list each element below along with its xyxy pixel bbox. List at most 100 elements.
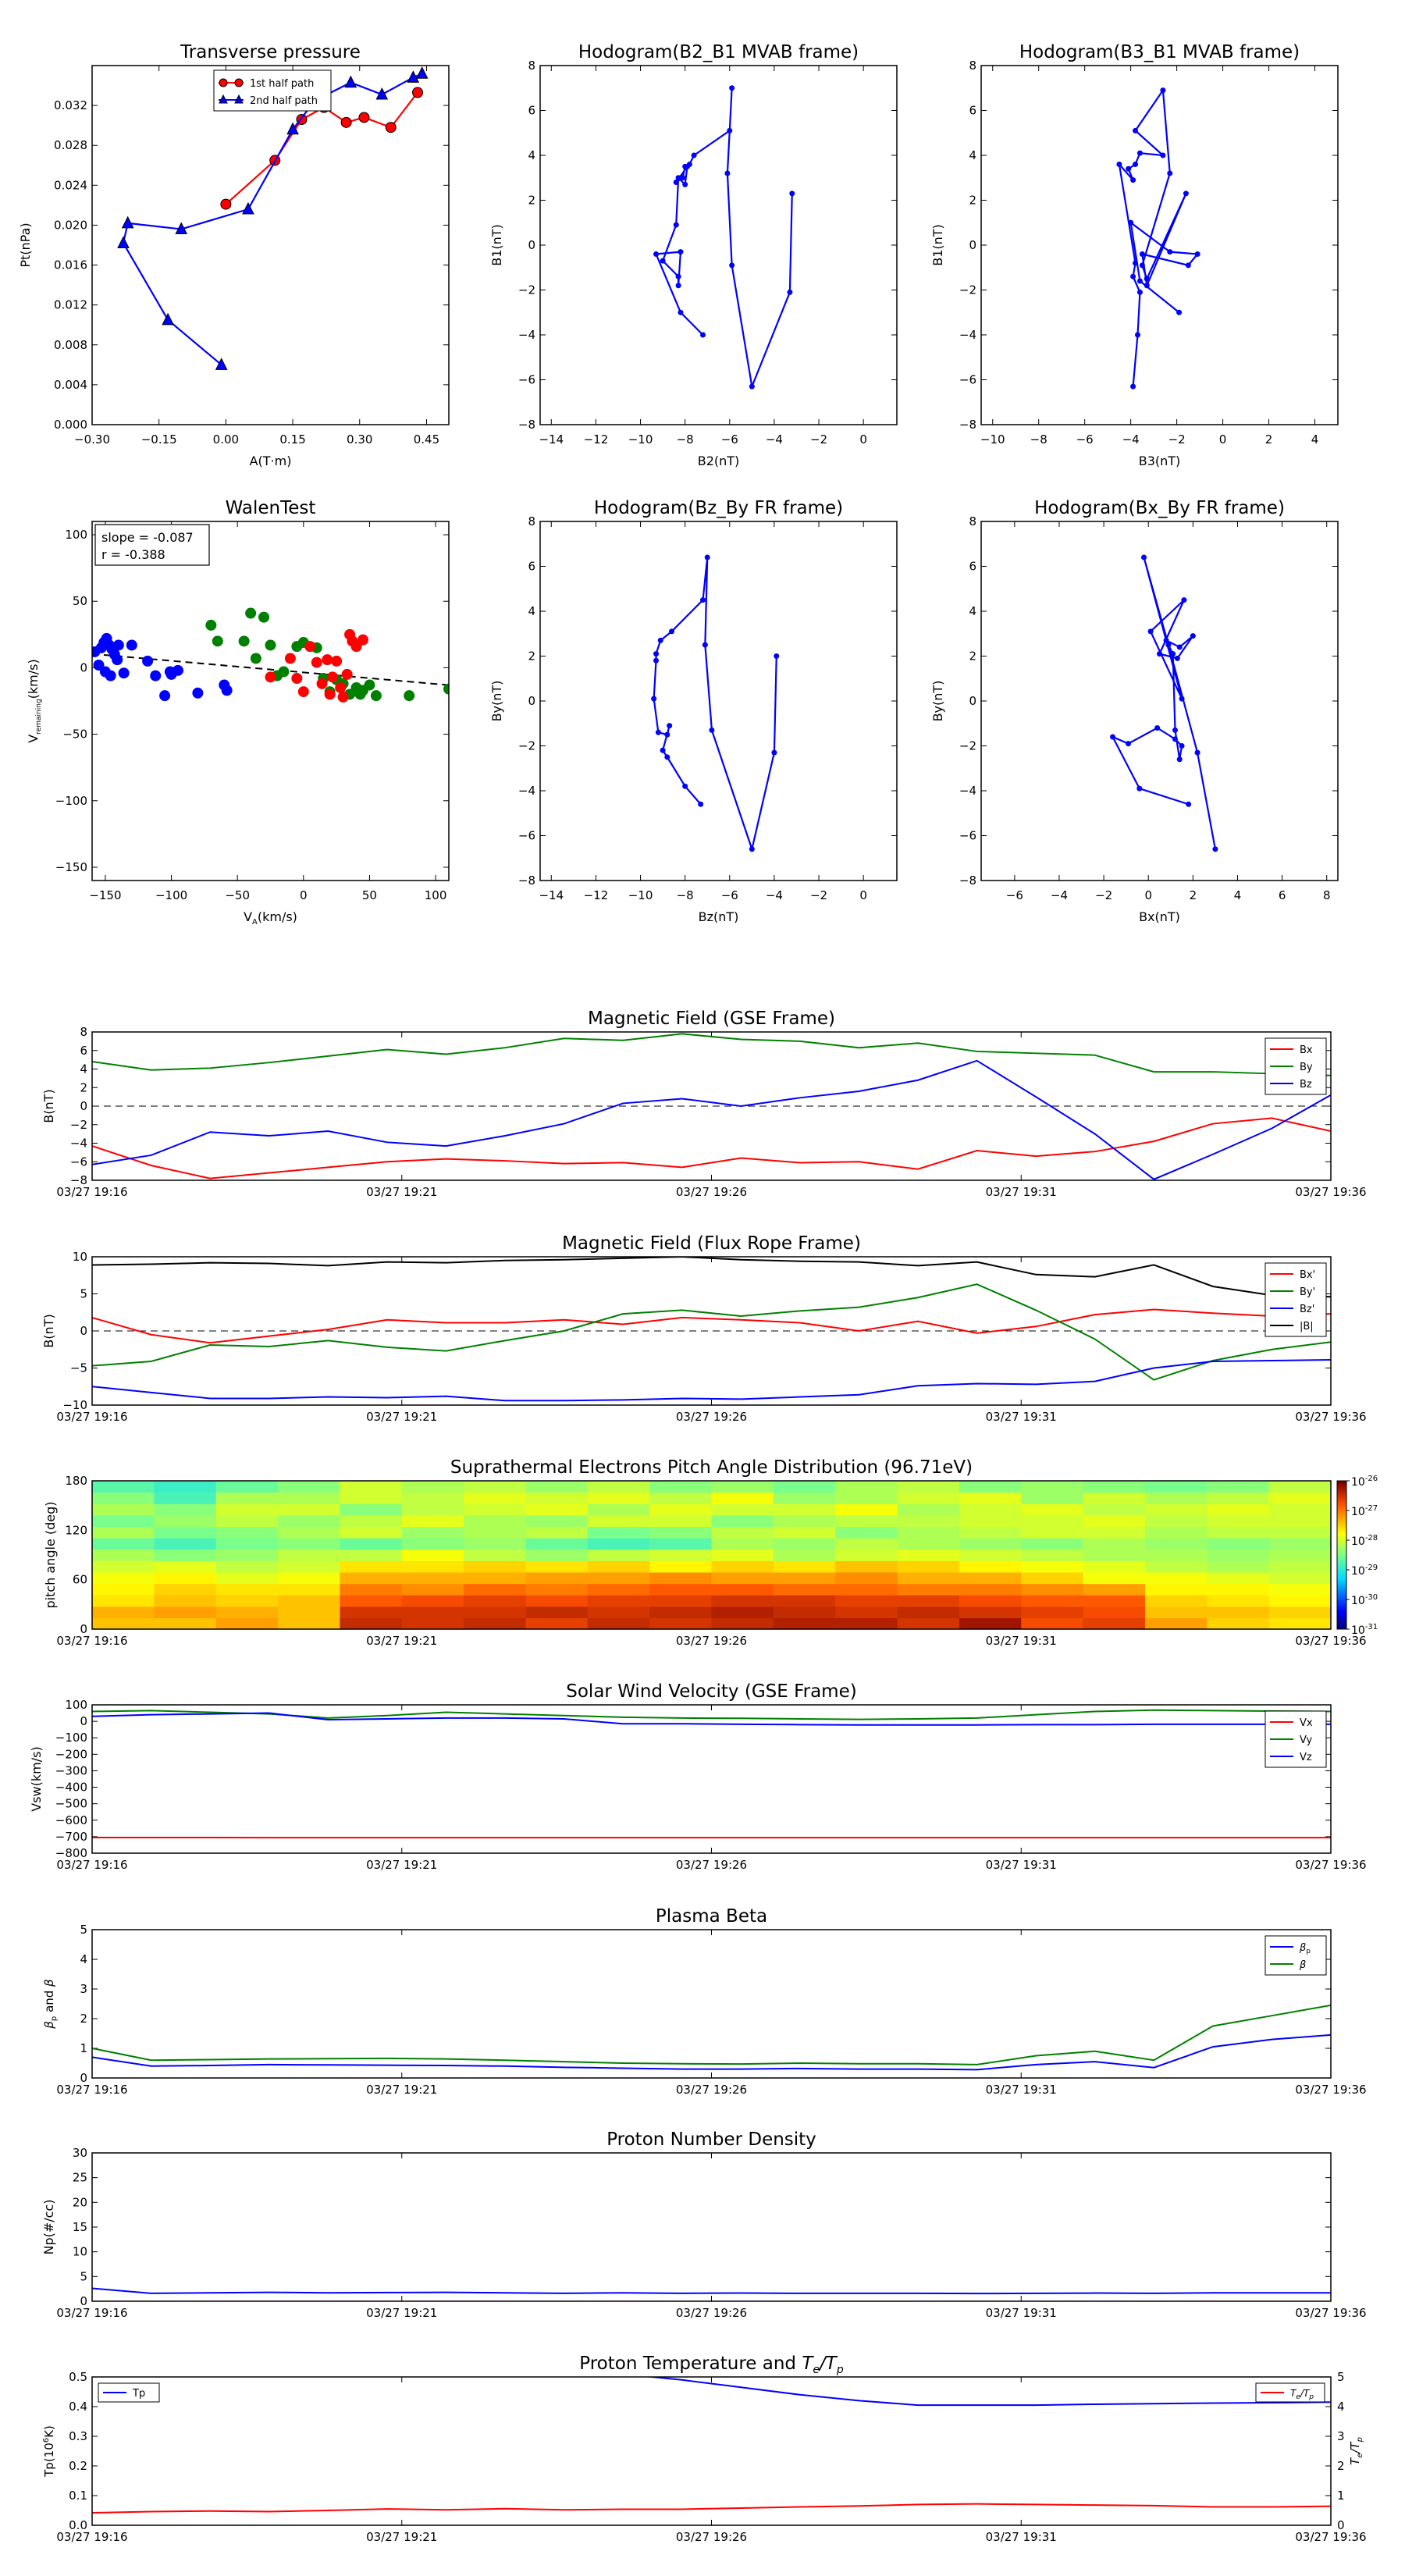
x-tick-label: 03/27 19:26 — [676, 1185, 747, 1199]
data-point — [250, 653, 261, 664]
data-point — [173, 664, 184, 676]
chart-hodogram_b3b1: Hodogram(B3_B1 MVAB frame) −10 −8 −6 −4 −2 0 2 4… — [930, 42, 1339, 468]
plot-area — [92, 1481, 1331, 1629]
data-point — [1185, 262, 1191, 269]
heatmap-cell — [92, 1606, 155, 1618]
heatmap-cell — [1021, 1538, 1084, 1550]
data-point — [192, 687, 204, 699]
heatmap-cell — [835, 1571, 898, 1585]
y-tick-label: −2 — [70, 1118, 87, 1132]
plot-area — [117, 66, 429, 370]
data-point — [1134, 332, 1140, 338]
data-point — [657, 637, 663, 643]
heatmap-cell — [525, 1571, 589, 1585]
y-tick-label: −8 — [959, 873, 976, 888]
y-tick-label: 2 — [80, 1080, 87, 1094]
heatmap-cell — [92, 1560, 155, 1573]
x-tick-label: 03/27 19:21 — [366, 1410, 437, 1424]
heatmap-cell — [1268, 1595, 1331, 1607]
data-point — [297, 686, 309, 698]
data-point — [653, 657, 660, 664]
y-tick-label: 10 — [73, 2245, 87, 2259]
data-point — [443, 683, 449, 695]
data-point — [331, 655, 343, 667]
data-point — [682, 783, 688, 789]
heatmap-cell — [959, 1595, 1022, 1607]
data-point — [1130, 177, 1136, 183]
data-point — [675, 283, 681, 289]
y-tick-label: −400 — [55, 1781, 87, 1795]
data-point — [1172, 736, 1178, 742]
heatmap-cell — [1083, 1492, 1146, 1504]
data-point — [407, 70, 420, 83]
heatmap-cell — [959, 1481, 1022, 1493]
y-tick-label: 10 — [73, 1250, 87, 1264]
y-axis-label: Vremaining(km/s) — [26, 659, 43, 742]
data-point — [698, 801, 704, 807]
heatmap-cell — [92, 1481, 155, 1493]
data-point — [673, 222, 679, 228]
y-tick-label: −700 — [55, 1830, 87, 1844]
colorbar-segment — [1337, 1574, 1346, 1578]
heatmap-cell — [1021, 1583, 1084, 1596]
data-point — [404, 690, 415, 702]
legend-frame — [213, 69, 332, 112]
heatmap-cell — [1144, 1538, 1208, 1550]
data-point — [175, 222, 188, 235]
chart-title: Magnetic Field (Flux Rope Frame) — [562, 1233, 861, 1254]
series-line — [92, 1308, 1331, 1344]
x-tick-label: −10 — [628, 432, 653, 447]
colorbar-segment — [1337, 1572, 1346, 1575]
y-tick-label: 0.020 — [54, 218, 87, 232]
heatmap-cell — [1268, 1571, 1331, 1585]
heatmap-cell — [525, 1514, 589, 1528]
y-tick-label: −8 — [518, 418, 535, 432]
series-line — [92, 1359, 1331, 1402]
y-tick-label: −4 — [959, 328, 976, 342]
y-tick-label: −8 — [518, 873, 535, 888]
y-tick-label: 0.5 — [69, 2370, 87, 2384]
y-tick-label: 0 — [80, 1099, 87, 1113]
heatmap-cell — [897, 1492, 960, 1504]
colorbar-segment — [1337, 1522, 1346, 1526]
heatmap-cell — [1268, 1606, 1331, 1618]
colorbar-label-base: 10 — [1351, 1476, 1365, 1489]
x-tick-label: 03/27 19:16 — [56, 2083, 127, 2097]
heatmap-cell — [92, 1503, 155, 1516]
x-tick-label: −6 — [721, 432, 738, 447]
y-tick-label: 4 — [80, 1062, 87, 1076]
heatmap-cell — [1021, 1526, 1084, 1539]
heatmap-cell — [154, 1560, 217, 1573]
heatmap-cell — [278, 1571, 340, 1585]
plot-frame — [91, 521, 450, 881]
y-tick-label: 6 — [80, 1044, 87, 1058]
y-tick-label: −800 — [55, 1846, 87, 1860]
heatmap-cell — [1083, 1560, 1146, 1573]
heatmap-cell — [835, 1583, 898, 1596]
y-tick-label: −6 — [518, 829, 535, 843]
y-tick-label: 3 — [80, 1982, 87, 1996]
data-point — [724, 170, 731, 176]
colorbar-segment — [1337, 1617, 1346, 1620]
colorbar-segment — [1337, 1611, 1346, 1615]
chart-title: Plasma Beta — [656, 1906, 767, 1927]
x-tick-label: 03/27 19:21 — [366, 1858, 437, 1872]
heatmap-cell — [1021, 1492, 1084, 1504]
y-tick-label: 5 — [80, 2269, 87, 2283]
x-tick-label: 2 — [1190, 888, 1197, 902]
heatmap-cell — [525, 1526, 589, 1539]
heatmap-cell — [278, 1526, 340, 1539]
y-tick-label: 0 — [80, 660, 87, 674]
heatmap-cell — [525, 1617, 589, 1629]
chart-title: Hodogram(B3_B1 MVAB frame) — [1019, 42, 1300, 62]
plot-frame — [980, 65, 1339, 425]
y-axis-label: B(nT) — [41, 1089, 56, 1123]
heatmap-cell — [464, 1481, 527, 1493]
heatmap-cell — [154, 1526, 217, 1539]
data-point — [1167, 170, 1173, 176]
legend-label: 2nd half path — [250, 95, 318, 107]
data-point — [727, 127, 733, 133]
colorbar-segment — [1337, 1481, 1346, 1484]
plot-frame — [539, 521, 898, 881]
